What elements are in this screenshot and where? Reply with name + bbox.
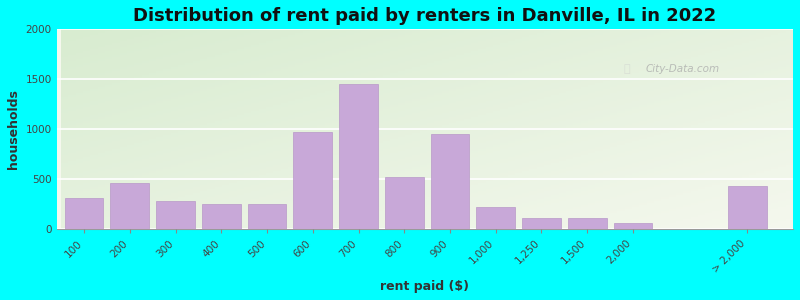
Text: City-Data.com: City-Data.com [646, 64, 720, 74]
Bar [110, 183, 150, 229]
Bar [202, 204, 241, 229]
Bar [156, 201, 195, 229]
Bar [65, 198, 103, 229]
Bar [728, 186, 766, 229]
Bar [568, 218, 606, 229]
Title: Distribution of rent paid by renters in Danville, IL in 2022: Distribution of rent paid by renters in … [134, 7, 717, 25]
Bar [430, 134, 470, 229]
Bar [339, 84, 378, 229]
Bar [522, 218, 561, 229]
Bar [294, 132, 332, 229]
Bar [247, 204, 286, 229]
Bar [476, 207, 515, 229]
Bar [614, 223, 652, 229]
Text: 🌐: 🌐 [624, 64, 630, 74]
Y-axis label: households: households [7, 89, 20, 169]
Bar [385, 177, 424, 229]
X-axis label: rent paid ($): rent paid ($) [380, 280, 470, 293]
